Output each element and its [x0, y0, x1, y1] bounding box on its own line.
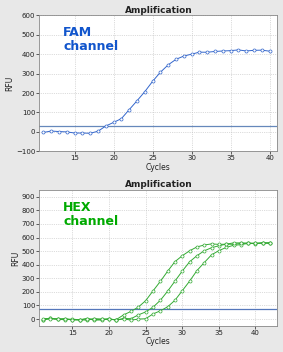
Title: Amplification: Amplification: [125, 6, 192, 14]
Y-axis label: RFU: RFU: [6, 76, 14, 91]
Y-axis label: RFU: RFU: [11, 250, 20, 265]
Text: FAM
channel: FAM channel: [63, 26, 118, 53]
Text: HEX
channel: HEX channel: [63, 201, 118, 228]
Title: Amplification: Amplification: [125, 180, 192, 189]
X-axis label: Cycles: Cycles: [146, 163, 171, 172]
X-axis label: Cycles: Cycles: [146, 338, 171, 346]
